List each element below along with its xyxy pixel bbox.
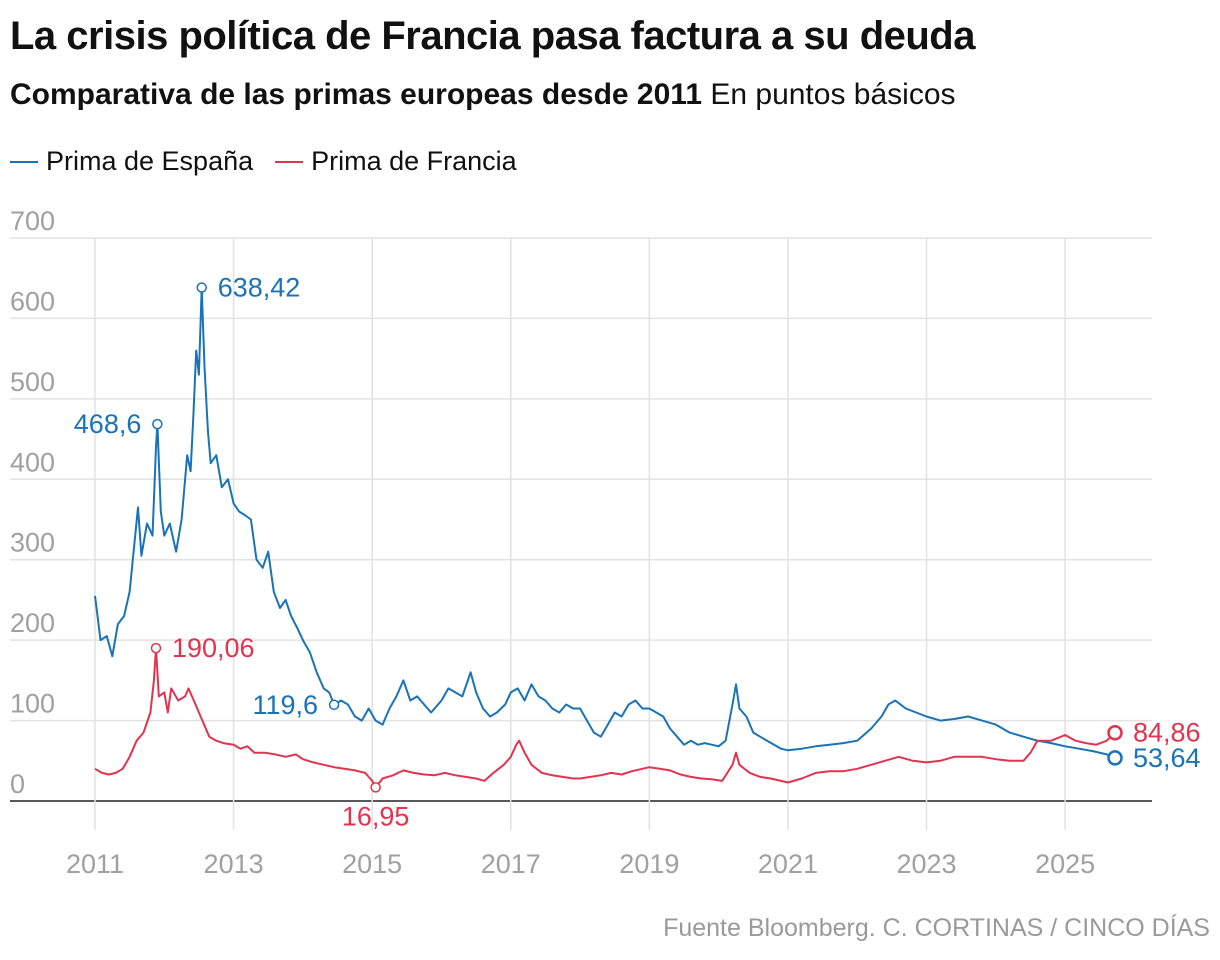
x-tick-label: 2023 — [896, 849, 956, 879]
legend-swatch-spain — [10, 160, 38, 163]
legend-label-spain: Prima de España — [46, 146, 254, 176]
legend-item-spain: Prima de España — [10, 146, 253, 177]
chart-title: La crisis política de Francia pasa factu… — [10, 14, 975, 58]
y-tick-label: 600 — [10, 286, 55, 316]
x-tick-label: 2021 — [758, 849, 818, 879]
annotation-label: 84,86 — [1133, 718, 1201, 748]
source-credit: Fuente Bloomberg. C. CORTINAS / CINCO DÍ… — [663, 914, 1210, 942]
annotation-marker — [150, 642, 162, 654]
annotation-label: 468,6 — [74, 409, 142, 439]
x-tick-label: 2025 — [1035, 849, 1095, 879]
annotation-label: 119,6 — [253, 690, 319, 720]
y-tick-label: 100 — [10, 689, 55, 719]
legend-item-france: Prima de Francia — [275, 146, 517, 177]
legend-label-france: Prima de Francia — [311, 146, 517, 176]
y-tick-label: 400 — [10, 447, 55, 477]
gridlines — [10, 237, 1152, 830]
annotation-label: 638,42 — [218, 273, 301, 303]
series-lines — [94, 286, 1116, 789]
y-axis-ticks: 0 100 200 300 400 500 600 700 — [10, 206, 55, 799]
annotation-marker — [152, 418, 163, 430]
y-tick-label: 300 — [10, 528, 55, 558]
annotation-marker — [1107, 724, 1123, 741]
x-tick-label: 2019 — [619, 849, 679, 879]
legend-swatch-france — [275, 160, 304, 163]
annotation-label: 53,64 — [1133, 743, 1201, 773]
legend: Prima de España Prima de Francia — [10, 146, 517, 177]
annotation-marker — [1107, 750, 1123, 766]
annotation-marker — [196, 282, 207, 293]
y-tick-label: 0 — [10, 769, 25, 799]
y-tick-label: 200 — [10, 608, 55, 638]
x-tick-label: 2015 — [342, 849, 402, 879]
x-tick-label: 2017 — [481, 849, 541, 879]
subtitle-units: En puntos básicos — [702, 78, 956, 111]
x-tick-label: 2011 — [66, 849, 124, 879]
annotation-marker — [370, 782, 381, 793]
y-tick-label: 500 — [10, 367, 55, 397]
annotations: 468,6 638,42 119,6 53,64 190,06 16,95 84,86 — [74, 273, 1201, 832]
annotation-label: 190,06 — [172, 633, 255, 663]
chart-subtitle: Comparativa de las primas europeas desde… — [10, 78, 956, 112]
x-tick-label: 2013 — [204, 849, 264, 879]
x-axis-ticks: 2011 2013 2015 2017 2019 2021 2023 2025 — [66, 849, 1095, 879]
series-line-spain — [94, 286, 1116, 759]
series-line-france — [94, 647, 1116, 789]
y-tick-label: 700 — [10, 206, 55, 236]
annotation-label: 16,95 — [342, 801, 410, 831]
annotation-marker — [328, 699, 340, 711]
subtitle-main: Comparativa de las primas europeas desde… — [10, 78, 703, 111]
